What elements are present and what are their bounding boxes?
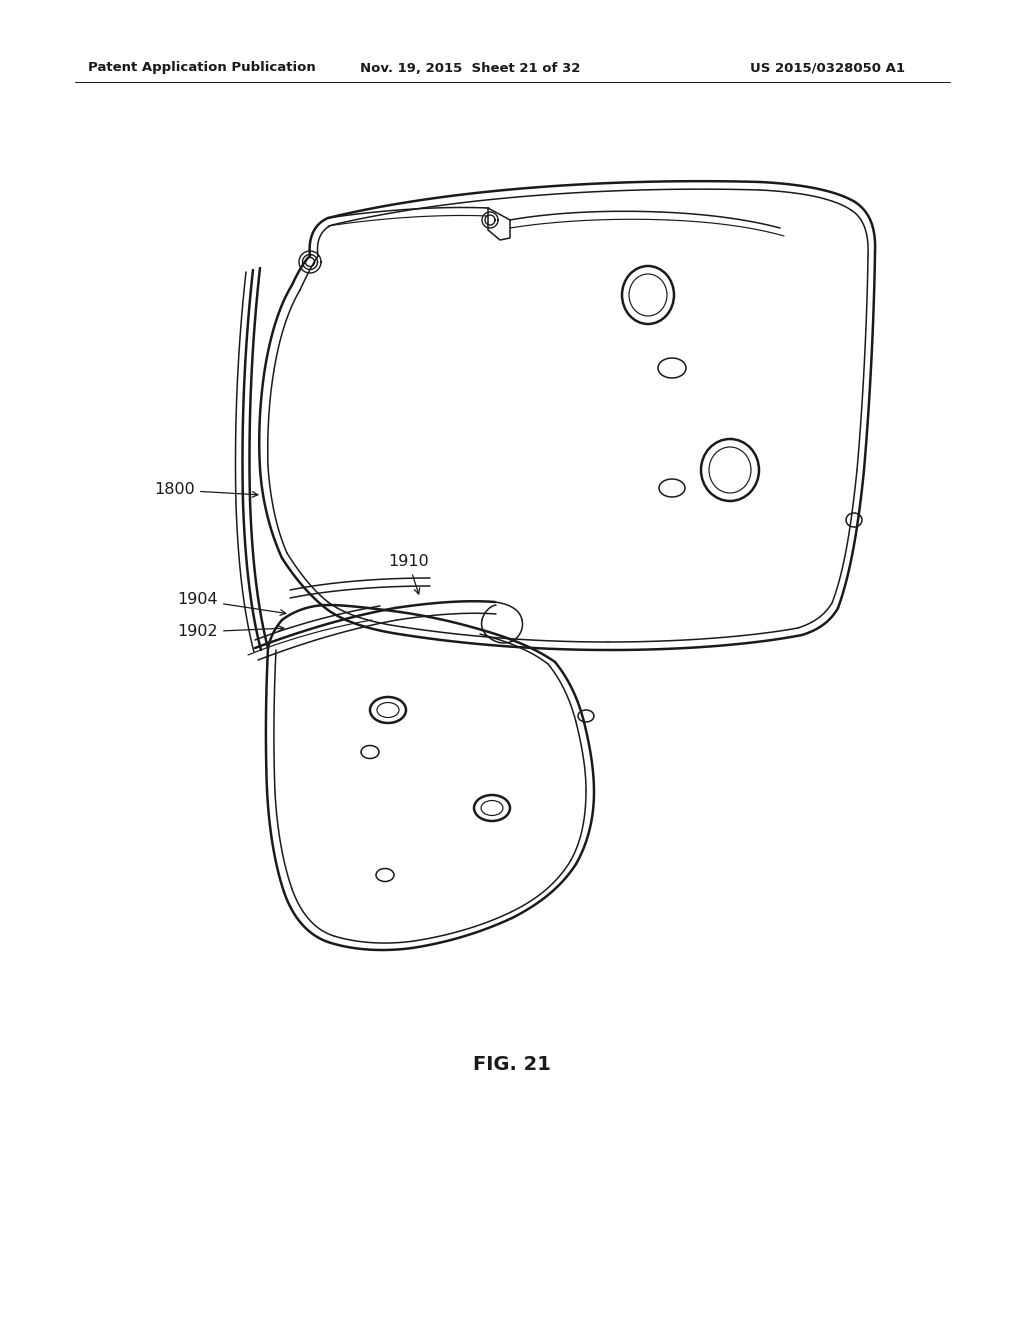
Text: US 2015/0328050 A1: US 2015/0328050 A1 [750, 62, 905, 74]
Text: Nov. 19, 2015  Sheet 21 of 32: Nov. 19, 2015 Sheet 21 of 32 [359, 62, 581, 74]
Text: Patent Application Publication: Patent Application Publication [88, 62, 315, 74]
Text: 1904: 1904 [177, 593, 286, 615]
Text: 1902: 1902 [177, 624, 284, 639]
Text: FIG. 21: FIG. 21 [473, 1056, 551, 1074]
Text: 1800: 1800 [155, 483, 258, 498]
Text: 1910: 1910 [388, 554, 429, 594]
